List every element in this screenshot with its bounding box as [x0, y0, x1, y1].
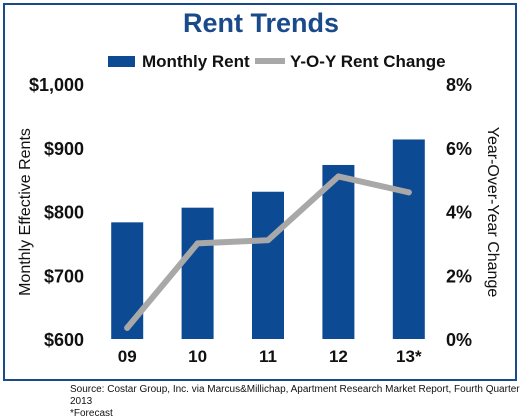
bar-monthly-rent — [111, 222, 144, 339]
x-tick-label: 13* — [396, 347, 422, 366]
y-tick-left: $1,000 — [29, 75, 84, 95]
y-tick-right: 4% — [446, 203, 472, 223]
y-tick-left: $900 — [44, 139, 84, 159]
y-tick-right: 6% — [446, 139, 472, 159]
y-tick-right: 2% — [446, 266, 472, 286]
legend-swatch-monthly-rent — [108, 56, 135, 67]
source-text: Source: Costar Group, Inc. via Marcus&Mi… — [70, 384, 520, 407]
y-tick-left: $600 — [44, 330, 84, 350]
y-axis-label-right: Year-Over-Year Change — [484, 127, 501, 298]
bar-monthly-rent — [252, 191, 284, 339]
x-tick-label: 09 — [118, 347, 137, 366]
y-tick-right: 8% — [446, 75, 472, 95]
rent-trends-chart: Monthly Rent Y-O-Y Rent Change Monthly E… — [17, 52, 501, 366]
x-tick-label: 11 — [259, 347, 277, 366]
bar-monthly-rent — [181, 207, 214, 339]
chart-title: Rent Trends — [182, 8, 340, 38]
bar-monthly-rent — [322, 164, 355, 339]
point-yoy-change — [335, 173, 342, 180]
legend-label-monthly-rent: Monthly Rent — [142, 52, 250, 71]
source-note: Source: Costar Group, Inc. via Marcus&Mi… — [70, 384, 520, 420]
plot-area: $600 $700 $800 $900 $1,000 0% 2% 4% 6% 8% 09 10 11 12… — [29, 75, 472, 366]
point-yoy-change — [405, 189, 412, 196]
x-tick-label: 10 — [188, 347, 207, 366]
y-axis-label-left: Monthly Effective Rents — [17, 128, 34, 296]
y-tick-left: $800 — [44, 203, 84, 223]
y-tick-right: 0% — [446, 330, 472, 350]
forecast-note: *Forecast — [70, 408, 113, 419]
y-tick-left: $700 — [44, 266, 84, 286]
legend-label-yoy-change: Y-O-Y Rent Change — [290, 52, 446, 71]
point-yoy-change — [124, 324, 131, 331]
point-yoy-change — [194, 240, 201, 247]
x-tick-label: 12 — [329, 347, 348, 366]
bar-monthly-rent — [392, 139, 425, 339]
point-yoy-change — [265, 237, 271, 244]
